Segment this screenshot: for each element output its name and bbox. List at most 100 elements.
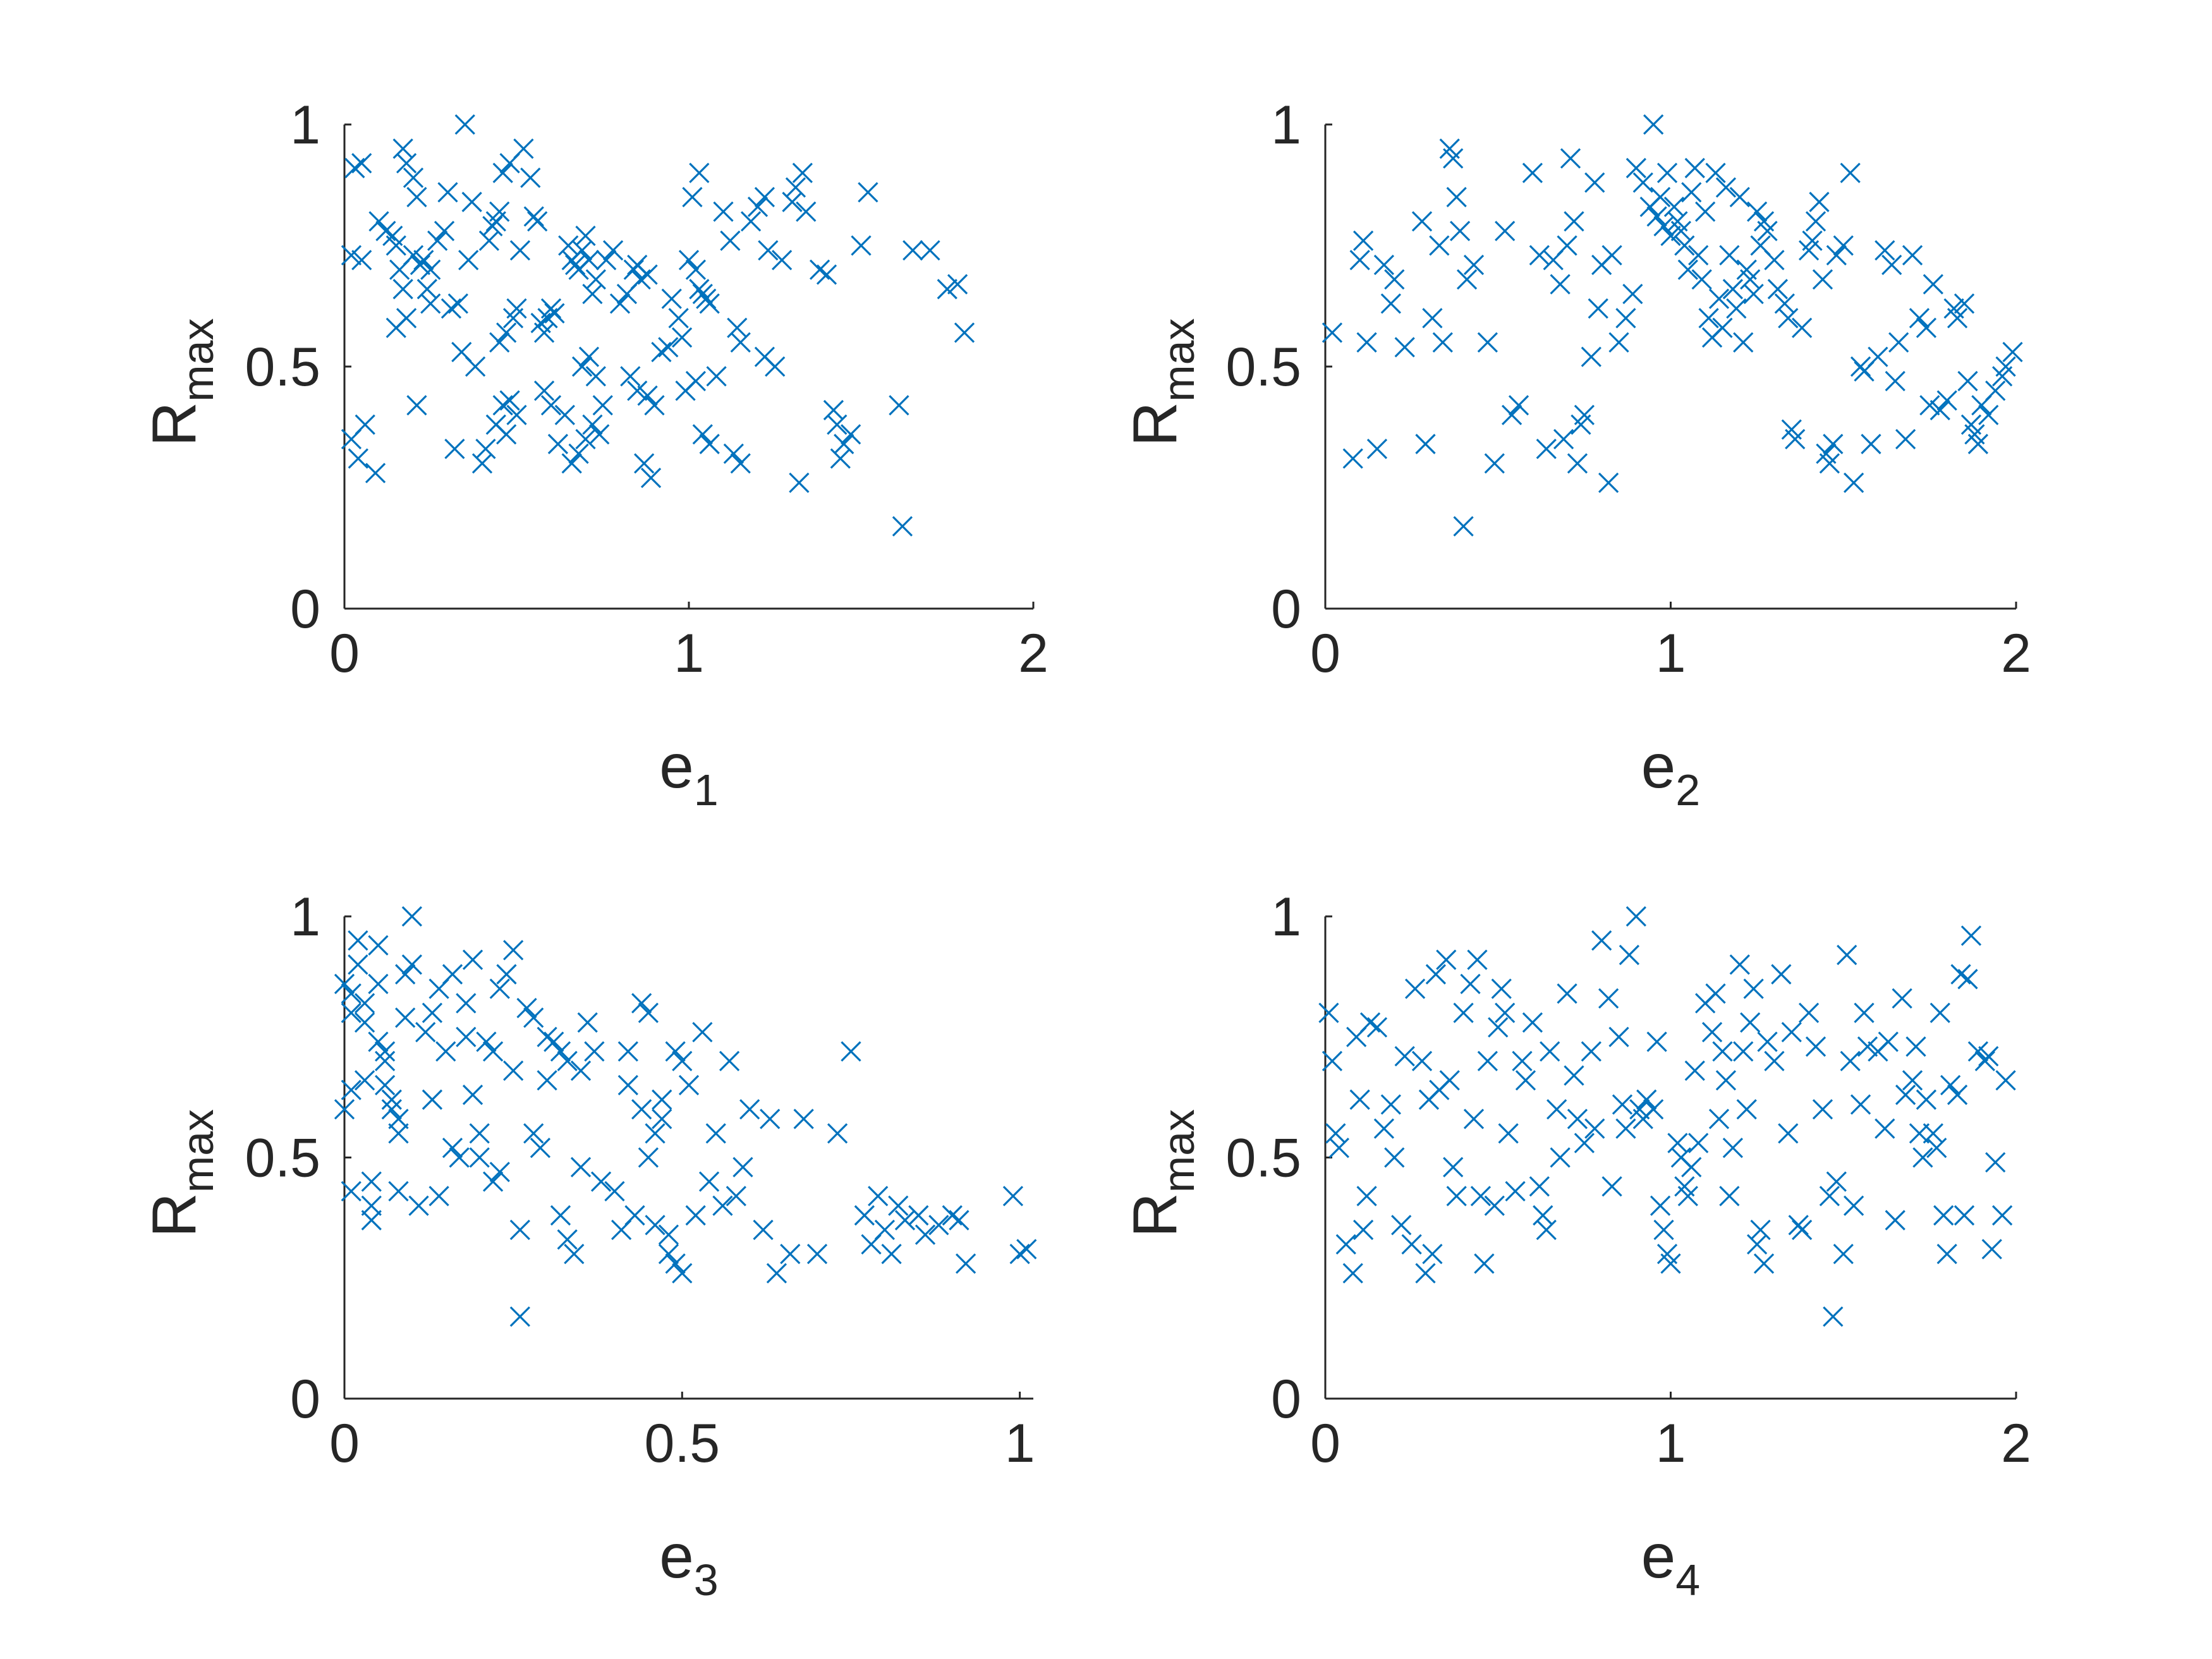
data-point	[624, 1205, 645, 1226]
data-point	[1985, 1152, 2006, 1173]
data-point	[496, 424, 517, 445]
data-point	[437, 182, 458, 203]
data-point	[1432, 332, 1453, 353]
data-point	[1729, 954, 1750, 975]
data-point	[475, 439, 496, 459]
data-point	[1667, 1133, 1688, 1153]
data-point	[881, 1243, 902, 1265]
data-point	[1978, 1046, 1999, 1067]
data-point	[1902, 1070, 1923, 1091]
data-point	[1446, 1186, 1467, 1206]
y-tick-label: 0.5	[1225, 337, 1301, 398]
data-point	[760, 1109, 781, 1129]
data-point	[1366, 1017, 1388, 1038]
data-point	[1957, 969, 1978, 990]
data-point	[1850, 1094, 1871, 1115]
data-point	[1529, 245, 1550, 265]
data-point	[1857, 1036, 1878, 1057]
data-point	[1923, 1123, 1943, 1144]
y-tick-label: 0	[290, 579, 320, 640]
data-point	[1588, 298, 1608, 319]
data-point	[368, 973, 389, 994]
data-point	[1560, 148, 1581, 169]
data-point	[658, 1243, 679, 1265]
data-point	[1746, 201, 1768, 222]
data-point	[1757, 221, 1778, 241]
data-point	[1557, 235, 1577, 256]
data-point	[747, 197, 769, 217]
data-point	[420, 293, 441, 314]
data-point	[1981, 1239, 2002, 1260]
data-point	[1954, 293, 1975, 314]
data-point	[1895, 1085, 1916, 1105]
data-point	[428, 1186, 449, 1206]
data-point	[1484, 1195, 1505, 1216]
data-point	[689, 162, 710, 183]
scatter-panel-2: 0 1 2 0 0.5 1 e2 Rmax	[1120, 95, 2031, 815]
data-point	[1601, 245, 1622, 265]
data-point	[406, 186, 427, 208]
data-point	[627, 380, 648, 401]
data-point	[1757, 1031, 1778, 1052]
data-point	[1522, 1012, 1543, 1033]
data-point	[447, 293, 468, 314]
data-point	[1536, 439, 1557, 459]
data-point	[754, 186, 775, 208]
data-point	[442, 964, 463, 985]
data-point	[368, 935, 389, 956]
data-point	[422, 1002, 443, 1023]
data-point	[557, 1229, 578, 1250]
data-point	[699, 293, 720, 314]
x-tick-label: 0	[1310, 623, 1340, 684]
data-point	[1688, 245, 1709, 265]
data-point	[503, 940, 524, 961]
data-point	[1684, 1060, 1705, 1081]
x-tick-label: 2	[2001, 1413, 2031, 1474]
data-point	[570, 1060, 592, 1081]
y-tick-label: 0.5	[1225, 1128, 1301, 1189]
data-point	[1740, 1012, 1761, 1033]
data-point	[354, 1012, 375, 1033]
data-point	[395, 964, 416, 985]
data-point	[492, 162, 513, 183]
data-point	[1342, 448, 1363, 469]
x-axis-label: e3	[659, 1521, 718, 1605]
data-point	[672, 1263, 693, 1284]
data-point	[1819, 453, 1840, 474]
data-point	[682, 186, 703, 208]
data-point	[671, 327, 693, 348]
data-point	[1826, 1171, 1847, 1192]
data-point	[1967, 434, 1989, 454]
data-point	[823, 399, 844, 421]
data-point	[509, 1219, 530, 1241]
data-point	[772, 250, 793, 270]
data-point	[854, 1205, 875, 1226]
data-point	[730, 332, 751, 353]
y-axis-label: Rmax	[139, 318, 222, 446]
data-point	[661, 288, 682, 309]
data-point	[1411, 1050, 1433, 1072]
data-point	[1477, 332, 1498, 353]
data-point	[1643, 114, 1664, 135]
data-point	[1608, 1026, 1629, 1047]
data-point	[388, 1109, 409, 1129]
x-tick-label: 2	[2001, 623, 2031, 684]
data-point	[582, 283, 603, 305]
data-point	[1708, 1109, 1730, 1129]
data-point	[1422, 308, 1443, 329]
data-point	[732, 1157, 753, 1177]
data-point	[516, 997, 537, 1019]
data-point	[1584, 172, 1605, 193]
data-point	[416, 279, 437, 300]
data-point	[658, 337, 679, 358]
data-point	[575, 428, 596, 450]
data-point	[1688, 1133, 1709, 1153]
data-point	[557, 1050, 578, 1072]
data-point	[782, 191, 803, 212]
data-point	[1384, 269, 1405, 290]
data-point	[841, 424, 861, 445]
data-point	[1715, 177, 1737, 198]
data-point	[827, 414, 848, 435]
data-point	[1892, 988, 1912, 1009]
data-point	[672, 1050, 693, 1072]
